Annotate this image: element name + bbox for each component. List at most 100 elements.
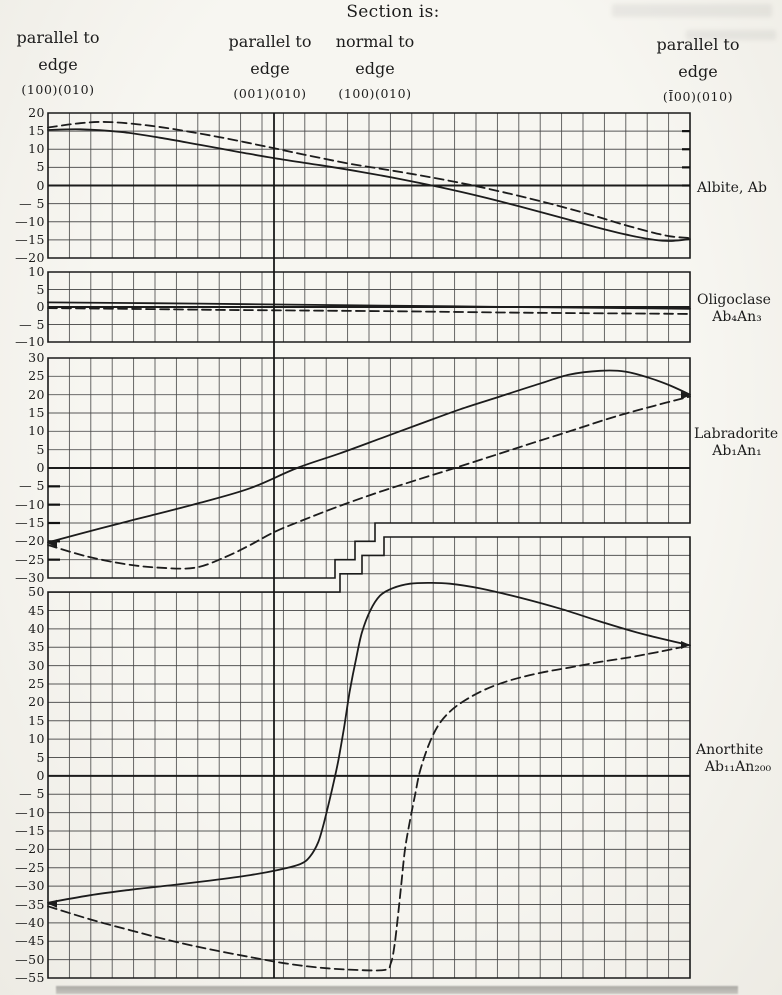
albite-chart	[47, 112, 691, 259]
curve-arrowhead	[681, 641, 690, 650]
section-column-2: parallel to edge (001)(010)	[220, 32, 320, 101]
y-tick-label: 5	[36, 281, 45, 297]
edge-label: edge	[250, 59, 290, 78]
y-tick-label: —10	[15, 334, 45, 349]
y-tick-label: 5	[36, 441, 45, 457]
y-tick-label: 25	[28, 368, 45, 384]
y-tick-label: 20	[28, 105, 45, 120]
solid-curve	[47, 301, 691, 310]
y-tick-label: —50	[15, 951, 45, 967]
figure-title: Section is:	[346, 2, 440, 22]
y-tick-label: 5	[36, 159, 45, 175]
y-tick-label: 25	[28, 676, 45, 691]
grid	[48, 537, 690, 978]
y-tick-label: 0	[36, 299, 45, 314]
y-tick-label: —10	[15, 496, 45, 512]
curve-arrowhead	[48, 539, 57, 548]
mineral-name: Labradorite	[694, 426, 779, 442]
y-tick-label: — 5	[19, 316, 45, 332]
curve-arrowhead	[681, 391, 690, 400]
dashed-curve	[47, 644, 691, 972]
curve-arrowhead	[48, 899, 57, 908]
miller-indices-label: (100)(010)	[338, 86, 412, 101]
y-tick-label: —25	[15, 859, 45, 875]
solid-curve	[47, 128, 691, 242]
chart-border	[47, 271, 691, 343]
y-tick-label: —10	[15, 804, 45, 820]
y-tick-label: —20	[15, 250, 45, 265]
edge-label: edge	[355, 59, 395, 78]
dashed-curve	[47, 395, 691, 570]
y-tick-label: 30	[28, 657, 45, 673]
y-tick-label: —25	[15, 551, 45, 567]
y-tick-label: 0	[36, 460, 45, 475]
y-tick-label: — 5	[19, 195, 45, 211]
y-tick-label: —45	[15, 933, 45, 949]
y-tick-label: 40	[28, 620, 45, 636]
orientation-label: parallel to	[656, 35, 740, 54]
y-tick-label: 50	[28, 584, 45, 600]
mineral-label-albite: Albite, Ab	[697, 180, 777, 197]
mineral-name: Albite, Ab	[697, 180, 767, 196]
chart-border	[47, 112, 691, 259]
mineral-label-oligoclase: Oligoclase Ab₄An₃	[697, 292, 777, 326]
mineral-formula: Ab₁An₁	[712, 443, 762, 459]
y-tick-label: —40	[15, 914, 45, 930]
scan-artifact	[686, 30, 776, 40]
y-tick-label: 10	[28, 423, 45, 439]
orientation-label: normal to	[335, 32, 415, 51]
mineral-label-labradorite: Labradorite Ab₁An₁	[694, 426, 780, 460]
y-tick-label: 10	[28, 731, 45, 747]
miller-indices-label: (001)(010)	[233, 86, 307, 101]
mineral-formula: Ab₁₁An₂₀₀	[704, 759, 772, 775]
mineral-name: Oligoclase	[697, 292, 771, 308]
y-tick-label: —30	[15, 570, 45, 585]
section-column-1: parallel to edge (100)(010)	[8, 28, 108, 97]
scan-artifact	[612, 4, 772, 17]
y-tick-label: —20	[15, 533, 45, 549]
y-tick-label: 20	[28, 694, 45, 710]
y-tick-label: 20	[28, 386, 45, 402]
y-tick-label: —20	[15, 841, 45, 857]
y-tick-label: 0	[36, 177, 45, 193]
y-tick-label: — 5	[19, 478, 45, 494]
dashed-curve	[47, 307, 691, 315]
y-tick-label: 30	[28, 350, 45, 365]
chart-border	[47, 536, 691, 979]
y-tick-label: 15	[28, 123, 45, 139]
y-tick-label: —35	[15, 896, 45, 912]
section-column-3: normal to edge (100)(010)	[325, 32, 425, 101]
y-tick-label: —15	[15, 823, 45, 838]
edge-label: edge	[678, 62, 718, 81]
y-tick-label: 10	[28, 264, 45, 279]
chart-border	[47, 357, 691, 579]
y-tick-label: 5	[36, 749, 45, 765]
y-tick-label: 0	[36, 767, 45, 783]
dashed-curve	[47, 121, 691, 239]
mineral-name: Anorthite	[696, 742, 764, 758]
miller-indices-label: (100)(010)	[21, 82, 95, 97]
section-column-4: parallel to edge (Ī00)(010)	[645, 35, 751, 104]
y-tick-label: — 5	[19, 786, 45, 802]
vertical-reference-line	[273, 113, 275, 978]
bottom-scan-band	[56, 986, 738, 994]
orientation-label: parallel to	[228, 32, 312, 51]
y-tick-label: 10	[28, 141, 45, 157]
edge-label: edge	[38, 55, 78, 74]
solid-curve	[47, 369, 691, 544]
mineral-label-anorthite: Anorthite Ab₁₁An₂₀₀	[696, 742, 780, 776]
y-tick-label: —55	[15, 970, 45, 985]
y-tick-label: 15	[28, 712, 45, 728]
y-tick-label: 15	[28, 405, 45, 420]
orientation-label: parallel to	[16, 28, 100, 47]
oligoclase-chart	[47, 271, 691, 343]
y-tick-label: —15	[15, 515, 45, 530]
y-tick-label: 35	[28, 639, 45, 655]
y-tick-label: 45	[28, 602, 45, 618]
solid-curve	[47, 581, 691, 904]
y-tick-label: —15	[15, 231, 45, 247]
y-tick-label: —10	[15, 213, 45, 229]
anorthite-chart	[47, 536, 691, 979]
miller-indices-label: (Ī00)(010)	[662, 89, 734, 104]
mineral-formula: Ab₄An₃	[712, 309, 762, 325]
